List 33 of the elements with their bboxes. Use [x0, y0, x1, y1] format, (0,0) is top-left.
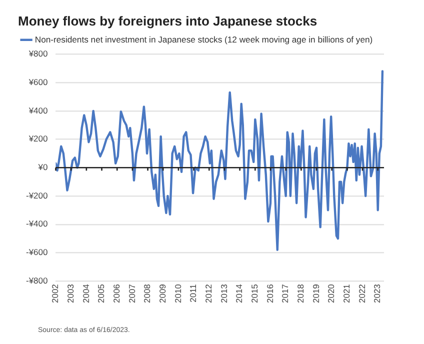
x-tick-label: 2004 — [80, 284, 91, 304]
x-tick-label: 2011 — [188, 284, 198, 302]
y-tick-label: ¥400 — [28, 105, 48, 116]
x-tick-label: 2023 — [372, 284, 382, 304]
x-tick-label: 2010 — [172, 284, 183, 304]
x-tick-label: 2018 — [296, 284, 306, 304]
x-tick-label: 2019 — [310, 284, 321, 304]
x-tick-label: 2020 — [326, 284, 336, 304]
y-tick-label: ¥600 — [28, 76, 48, 87]
x-tick-label: 2007 — [126, 284, 137, 304]
x-tick-label: 2015 — [249, 284, 260, 304]
chart-title: Money flows by foreigners into Japanese stocks — [18, 13, 318, 28]
y-tick-label: ¥200 — [28, 134, 48, 144]
x-tick-label: 2005 — [96, 284, 106, 304]
x-tick-label: 2009 — [157, 284, 168, 304]
x-tick-label: 2021 — [342, 284, 352, 304]
x-tick-label: 2008 — [142, 284, 152, 304]
x-tick-label: 2012 — [203, 284, 214, 304]
x-tick-label: 2013 — [218, 284, 229, 304]
x-tick-label: 2022 — [356, 284, 367, 304]
x-tick-label: 2002 — [50, 284, 60, 304]
x-tick-label: 2006 — [111, 284, 122, 304]
x-tick-label: 2016 — [264, 284, 275, 304]
y-tick-label: -¥400 — [26, 218, 48, 229]
x-tick-label: 2014 — [234, 284, 244, 304]
x-tick-label: 2003 — [65, 284, 76, 304]
y-tick-label: -¥600 — [26, 247, 48, 258]
y-tick-label: ¥0 — [37, 162, 48, 172]
legend-label: Non-residents net investment in Japanese stocks (12 week moving age in billions of yen) — [34, 34, 373, 44]
y-tick-label: ¥800 — [28, 48, 48, 59]
x-tick-label: 2017 — [280, 284, 290, 304]
y-tick-label: -¥800 — [26, 275, 48, 286]
y-tick-label: -¥200 — [26, 190, 48, 200]
